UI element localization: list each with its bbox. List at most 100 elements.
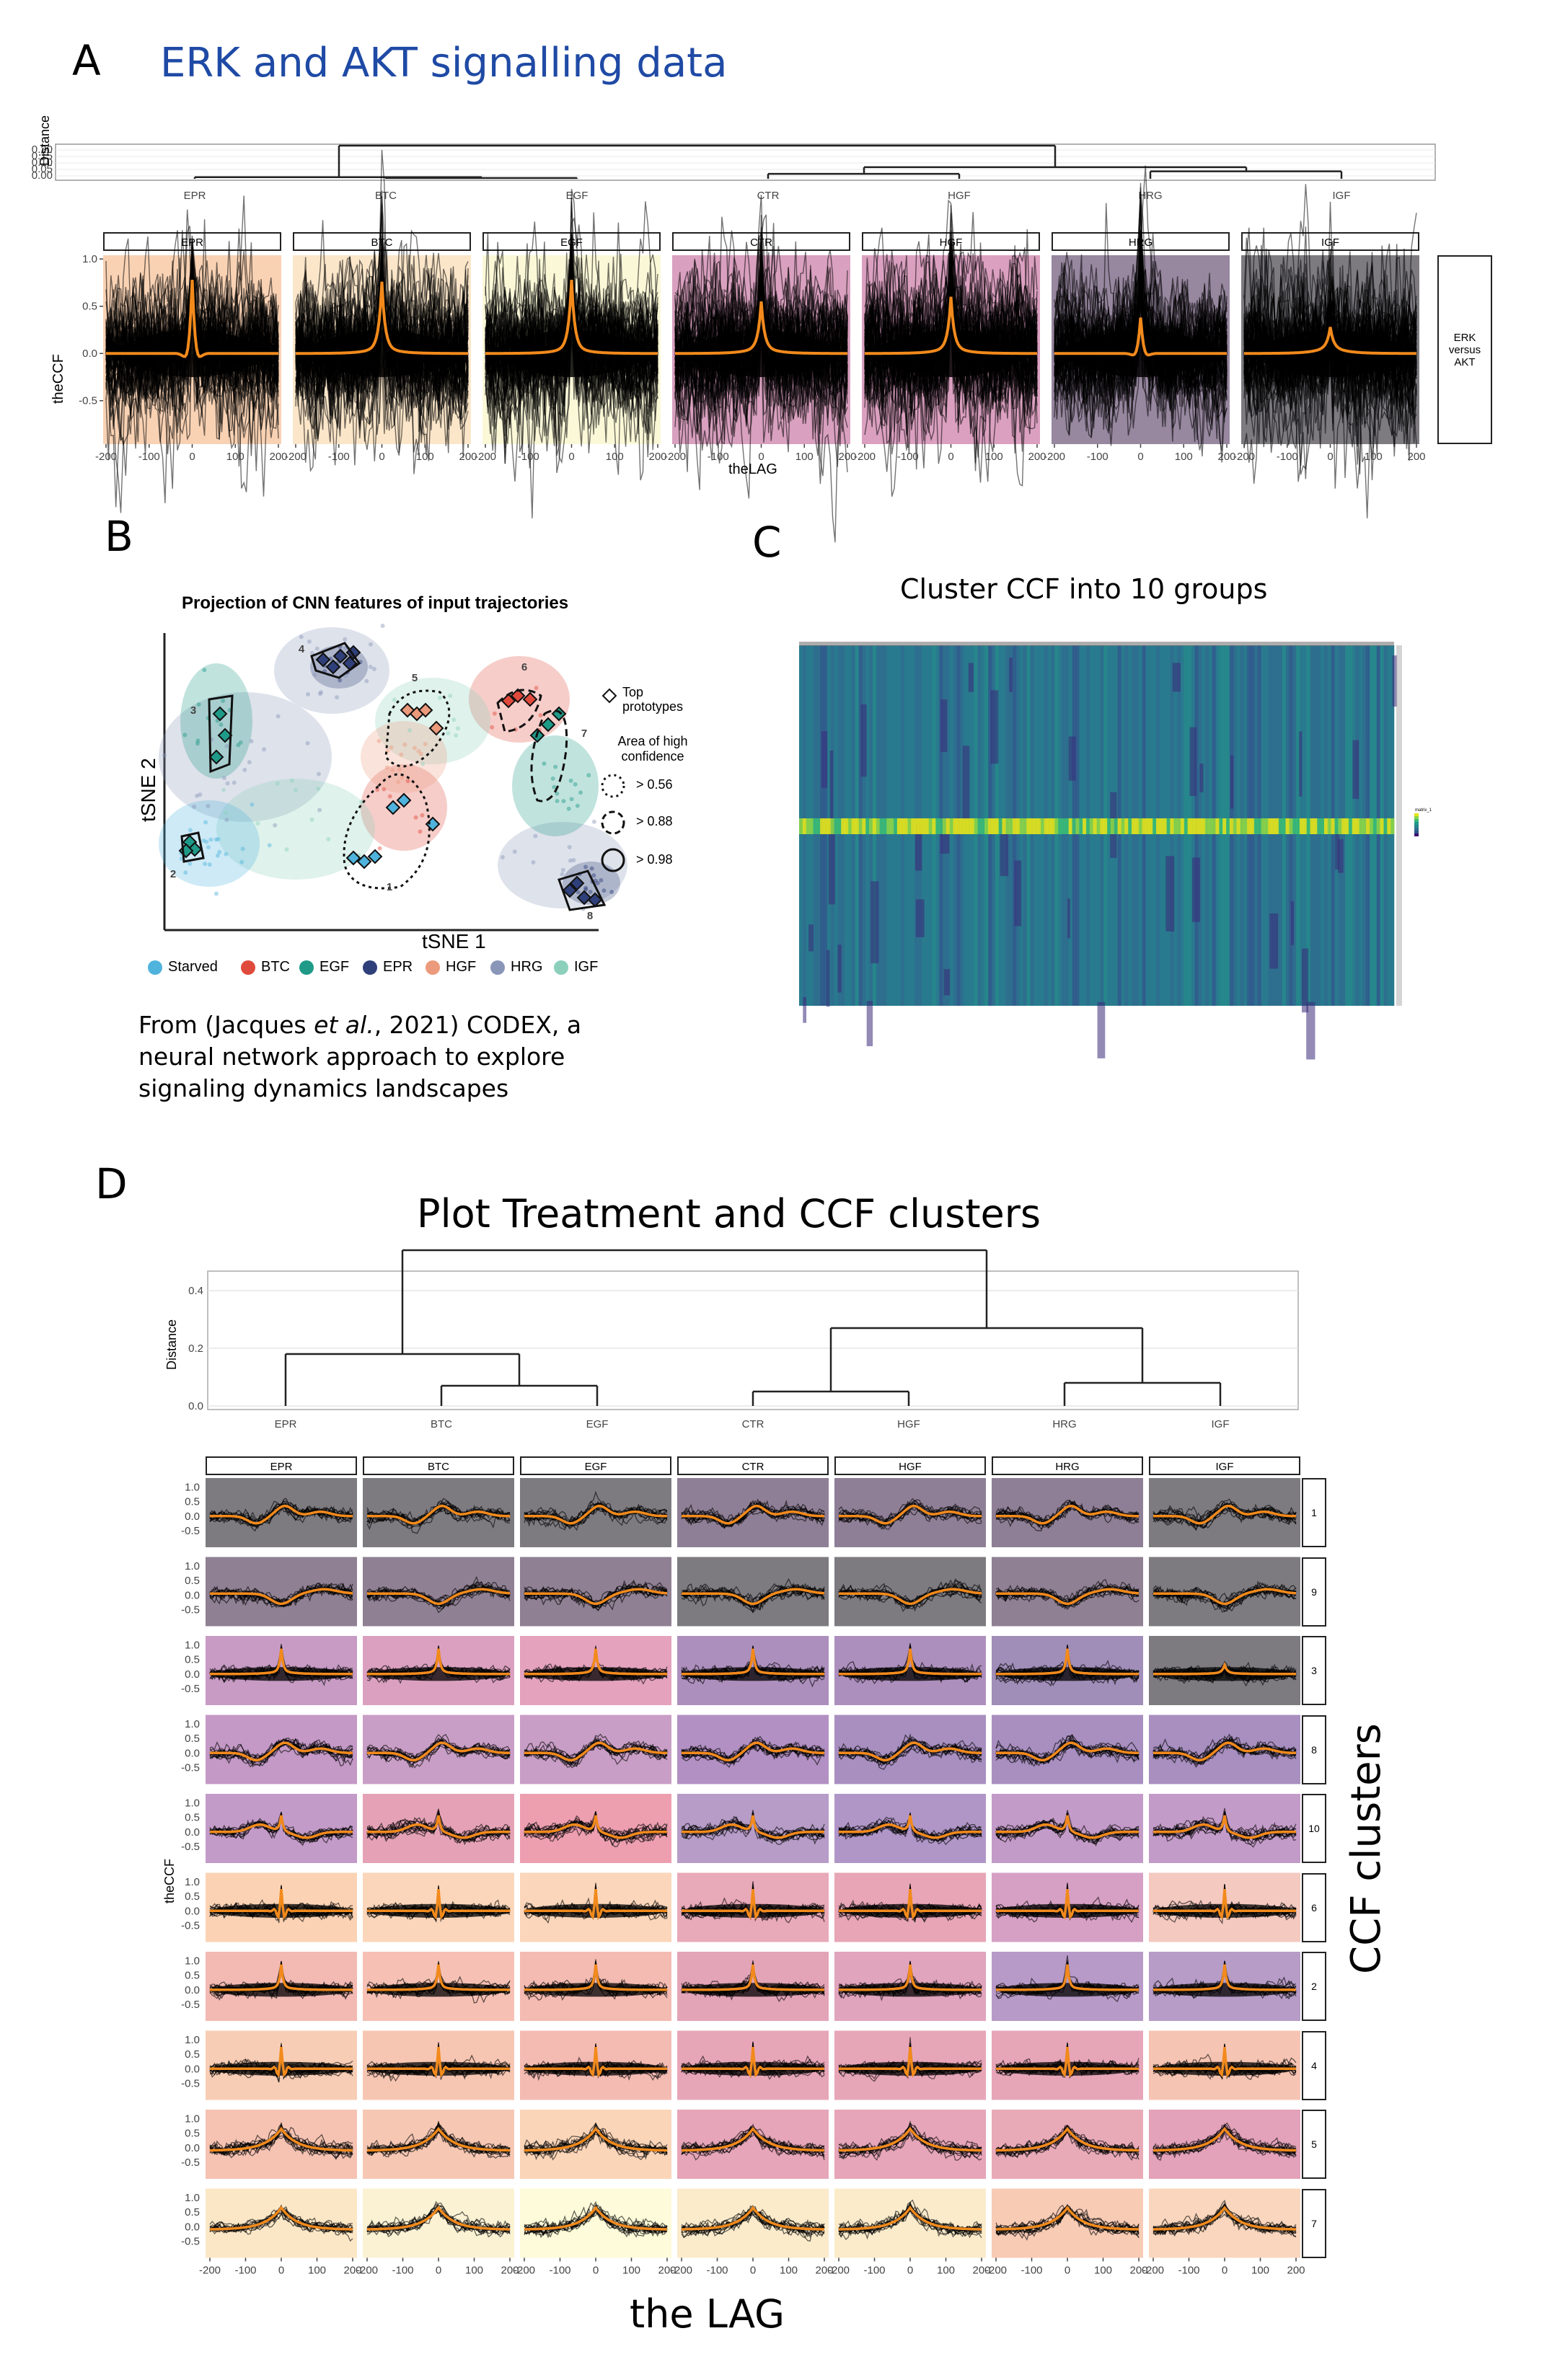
panel-d-mean-2-egf bbox=[524, 1964, 667, 1991]
panel-a-xtick: -200 bbox=[285, 451, 307, 463]
panel-d-ytick: 0.0 bbox=[185, 2142, 200, 2154]
tsne-contour-4 bbox=[310, 642, 361, 679]
tsne-point bbox=[407, 728, 413, 733]
panel-d-mean-9-hrg bbox=[996, 1588, 1140, 1606]
tsne-point bbox=[389, 745, 394, 750]
heatmap-row-labels bbox=[1396, 645, 1402, 1006]
heatmap-band-cell bbox=[1015, 818, 1021, 834]
heatmap-band-cell bbox=[820, 818, 824, 834]
panel-d-xtick: 0 bbox=[907, 2265, 913, 2277]
panel-d-xtick: -200 bbox=[671, 2265, 692, 2277]
panel-a-ytick: 0.5 bbox=[82, 301, 97, 313]
tsne-point bbox=[316, 786, 321, 791]
heatmap-legend-swatch bbox=[1414, 833, 1419, 836]
tsne-point bbox=[182, 733, 188, 738]
heatmap-band-cell bbox=[1110, 818, 1115, 834]
panel-d-xtick: 100 bbox=[465, 2265, 483, 2277]
tsne-point bbox=[583, 864, 589, 870]
heatmap-patch bbox=[1191, 857, 1201, 922]
panel-d-ytick: -0.5 bbox=[181, 1919, 200, 1932]
legend-swatch-epr bbox=[363, 960, 377, 975]
heatmap-patch bbox=[828, 822, 836, 905]
panel-d-mean-8-egf bbox=[524, 1741, 668, 1762]
tsne-point bbox=[448, 694, 453, 699]
heatmap-band-cell bbox=[876, 818, 881, 834]
heatmap-band-cell bbox=[1292, 818, 1297, 834]
tsne-point bbox=[555, 791, 560, 796]
heatmap-band-cell bbox=[802, 818, 807, 834]
panel-d-ytick: 1.0 bbox=[185, 1797, 200, 1809]
panel-a-xtick: 100 bbox=[985, 451, 1003, 463]
heatmap-band-cell bbox=[1310, 818, 1314, 834]
heatmap-band-cell bbox=[1253, 818, 1259, 834]
panel-d-ytick: 0.0 bbox=[185, 1668, 200, 1681]
panel-d-mean-2-btc bbox=[367, 1964, 510, 1991]
legend-dashed-circle bbox=[601, 810, 625, 835]
heatmap-band-cell bbox=[1030, 818, 1034, 834]
panel-d-xtick: 0 bbox=[750, 2265, 756, 2277]
panel-d-mean-2-ctr bbox=[682, 1964, 824, 1991]
heatmap-band-cell bbox=[1072, 818, 1076, 834]
heatmap-band-cell bbox=[1247, 818, 1251, 834]
tsne-density-igf bbox=[216, 779, 375, 880]
dendro-d-ytick: 0.2 bbox=[188, 1342, 203, 1355]
heatmap-band-cell bbox=[935, 818, 940, 834]
tsne-point bbox=[568, 858, 573, 863]
tsne-point bbox=[446, 731, 451, 736]
tsne-point bbox=[195, 738, 200, 743]
panel-d-mean-8-epr bbox=[210, 1741, 353, 1762]
heatmap-band-cell bbox=[918, 818, 922, 834]
tsne-point bbox=[412, 746, 417, 751]
tsne-cluster-label-6: 6 bbox=[521, 661, 527, 673]
heatmap-band-cell bbox=[960, 818, 964, 834]
panel-d-row-strip-4: 4 bbox=[1302, 2030, 1326, 2100]
heatmap-patch bbox=[943, 969, 951, 996]
tsne-point bbox=[343, 637, 348, 642]
heatmap-band-cell bbox=[1275, 818, 1279, 834]
heatmap-legend-swatch bbox=[1414, 813, 1419, 816]
tsne-point bbox=[317, 691, 322, 696]
panel-d-ytick: 0.5 bbox=[185, 2128, 200, 2140]
panel-d-strip-ctr: CTR bbox=[677, 1456, 829, 1475]
heatmap-band-cell bbox=[1156, 818, 1160, 834]
heatmap-patch bbox=[968, 663, 974, 692]
heatmap-patch bbox=[1097, 1001, 1106, 1058]
panel-a-xtick: 0 bbox=[1327, 451, 1333, 463]
heatmap-band-cell bbox=[953, 818, 957, 834]
tsne-point bbox=[400, 775, 405, 780]
tsne-point bbox=[593, 878, 598, 883]
panel-a-xtick: -100 bbox=[1087, 451, 1109, 463]
panel-d-cell-bg-7-hrg bbox=[992, 2188, 1143, 2258]
tsne-point bbox=[196, 702, 201, 707]
heatmap-band-cell bbox=[1177, 818, 1181, 834]
panel-d-mean-6-hrg bbox=[996, 1888, 1139, 1920]
panel-a-xtick: -200 bbox=[664, 451, 686, 463]
heatmap-legend-swatch bbox=[1414, 831, 1419, 833]
tsne-point bbox=[206, 845, 211, 850]
heatmap-patch bbox=[914, 824, 922, 871]
panel-a-xtick: -100 bbox=[1277, 451, 1298, 463]
heatmap-band-cell bbox=[1037, 818, 1041, 834]
tsne-point bbox=[492, 711, 497, 716]
dendro-a-ytick: 0.20 bbox=[32, 143, 53, 156]
panel-d-mean-9-egf bbox=[524, 1588, 668, 1606]
tsne-point bbox=[595, 880, 600, 885]
tsne-point bbox=[588, 889, 593, 894]
tsne-point bbox=[560, 867, 565, 872]
heatmap-band-cell bbox=[1359, 818, 1363, 834]
panel-d-mean-3-btc bbox=[367, 1648, 510, 1676]
heatmap-band-cell bbox=[1233, 818, 1238, 834]
heatmap-band-cell bbox=[886, 818, 891, 834]
panel-d-xtick: 100 bbox=[1251, 2265, 1269, 2277]
tsne-prototype bbox=[576, 890, 592, 906]
tsne-point bbox=[317, 771, 322, 777]
heatmap-band-cell bbox=[1075, 818, 1080, 834]
tsne-point bbox=[314, 646, 319, 651]
tsne-cluster-label-2: 2 bbox=[170, 868, 176, 880]
heatmap-band-cell bbox=[1226, 818, 1230, 834]
heatmap-band-cell bbox=[816, 818, 821, 834]
panel-d-cell-bg-7-egf bbox=[520, 2188, 671, 2258]
tsne-density-hgf bbox=[361, 721, 447, 793]
panel-d-mean-1-egf bbox=[524, 1504, 668, 1525]
panel-d-xtick: 200 bbox=[1287, 2265, 1305, 2277]
